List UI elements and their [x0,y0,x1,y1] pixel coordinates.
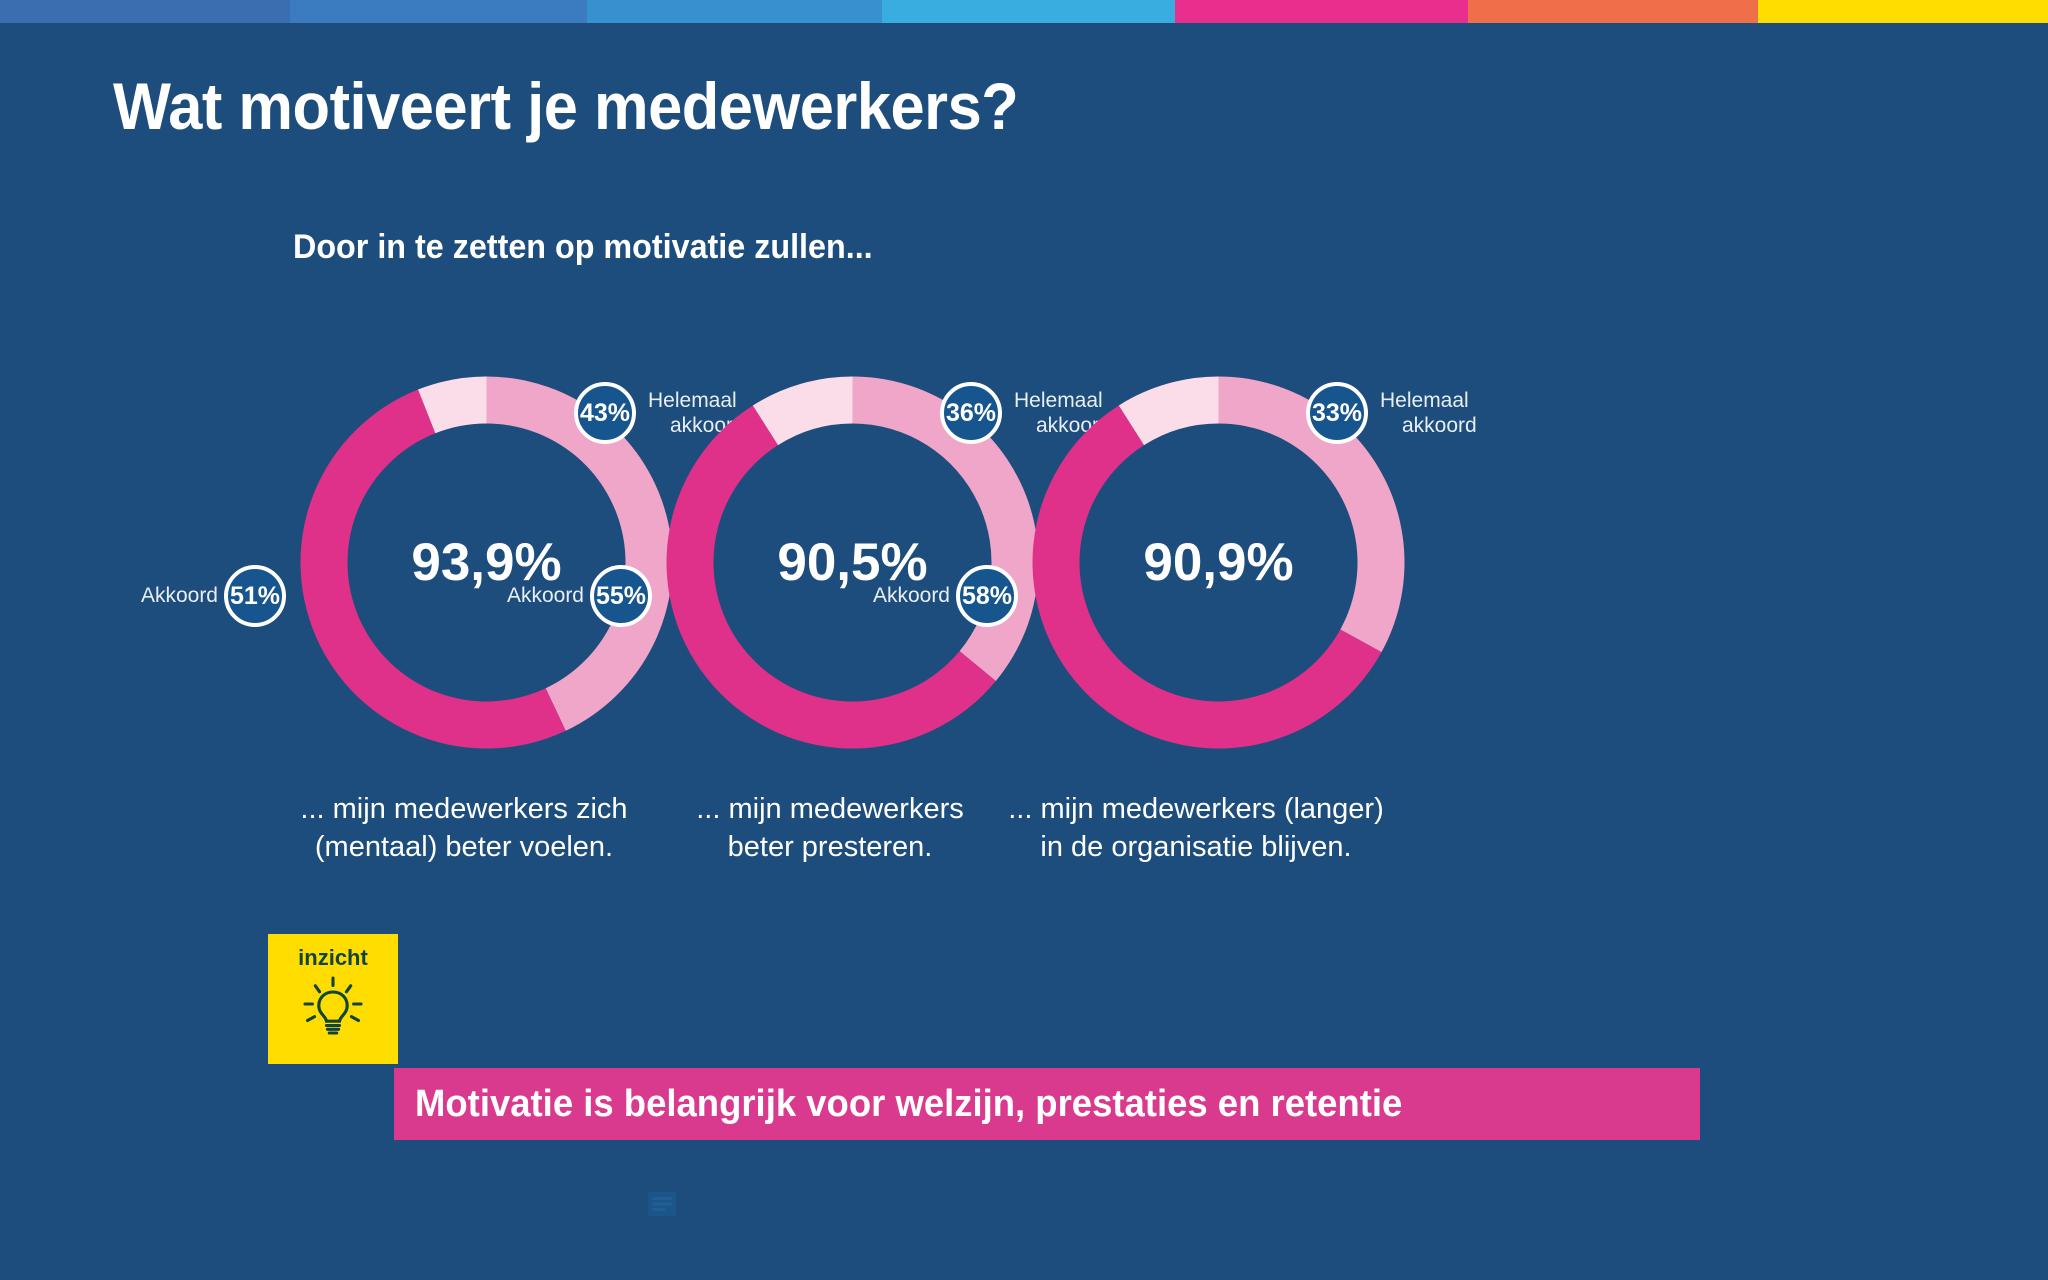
strip-seg-2 [290,0,587,23]
donut-chart-3: 90,9% 33% Helemaal akkoord 58% Akkoord... mij… [873,370,1477,890]
badge-helemaal-akkoord: 36% [940,382,1002,444]
donut-caption-line2: (mentaal) beter voelen. [314,831,614,863]
badge-akkoord: 55% [590,565,652,627]
label-akkoord: Akkoord [506,584,584,607]
donut-segment-1 [1218,376,1405,653]
donut-caption-line1: ... mijn medewerkers [696,793,964,825]
label-helemaal-akkoord: Helemaal akkoord [1380,388,1540,438]
donut-caption: ... mijn medewerkers beter presteren. [550,790,1110,866]
strip-seg-4 [882,0,1175,23]
badge-helemaal-akkoord: 43% [574,382,636,444]
strip-seg-7 [1758,0,2048,23]
label-helemaal-akkoord-line1: Helemaal [648,389,737,412]
page-title: Wat motiveert je medewerkers? [113,69,1019,143]
label-akkoord: Akkoord [140,584,218,607]
insight-tag: inzicht [268,934,398,1064]
donut-caption: ... mijn medewerkers (langer) in de organ… [916,790,1476,866]
label-akkoord: Akkoord [872,584,950,607]
watermark-icon [648,1192,676,1216]
insight-banner: Motivatie is belangrijk voor welzijn, pr… [394,1068,1700,1140]
insight-tag-label: inzicht [298,945,368,970]
strip-seg-3 [587,0,882,23]
badge-helemaal-akkoord: 33% [1306,382,1368,444]
strip-seg-1 [0,0,290,23]
badge-akkoord: 51% [224,565,286,627]
donut-caption-line2: beter presteren. [727,831,933,863]
donut-segment-3 [752,376,853,446]
donut-caption-line1: ... mijn medewerkers (langer) [1008,793,1384,825]
label-helemaal-akkoord-line2: akkoord [1402,414,1477,437]
insight-banner-text: Motivatie is belangrijk voor welzijn, pr… [415,1082,1403,1125]
donut-segment-2 [300,389,566,749]
page-subtitle: Door in te zetten op motivatie zullen... [293,228,873,266]
label-helemaal-akkoord-line1: Helemaal [1014,389,1103,412]
donut-segment-2 [1032,405,1382,749]
donut-caption-line2: in de organisatie blijven. [1040,831,1352,863]
donut-chart-group: 93,9% 43% Helemaal akkoord 51% Akkoord... mij… [0,370,2048,890]
donut-segment-1 [486,376,673,731]
badge-akkoord: 58% [956,565,1018,627]
lightbulb-icon [302,975,364,1042]
donut-segment-3 [418,376,487,434]
strip-seg-5 [1175,0,1468,23]
donut-caption: ... mijn medewerkers zich (mentaal) beter… [184,790,744,866]
top-color-strip [0,0,2048,23]
donut-segment-2 [666,405,996,749]
donut-caption-line1: ... mijn medewerkers zich [300,793,628,825]
donut-segment-3 [1118,376,1219,446]
strip-seg-6 [1468,0,1758,23]
label-helemaal-akkoord-line1: Helemaal [1380,389,1469,412]
